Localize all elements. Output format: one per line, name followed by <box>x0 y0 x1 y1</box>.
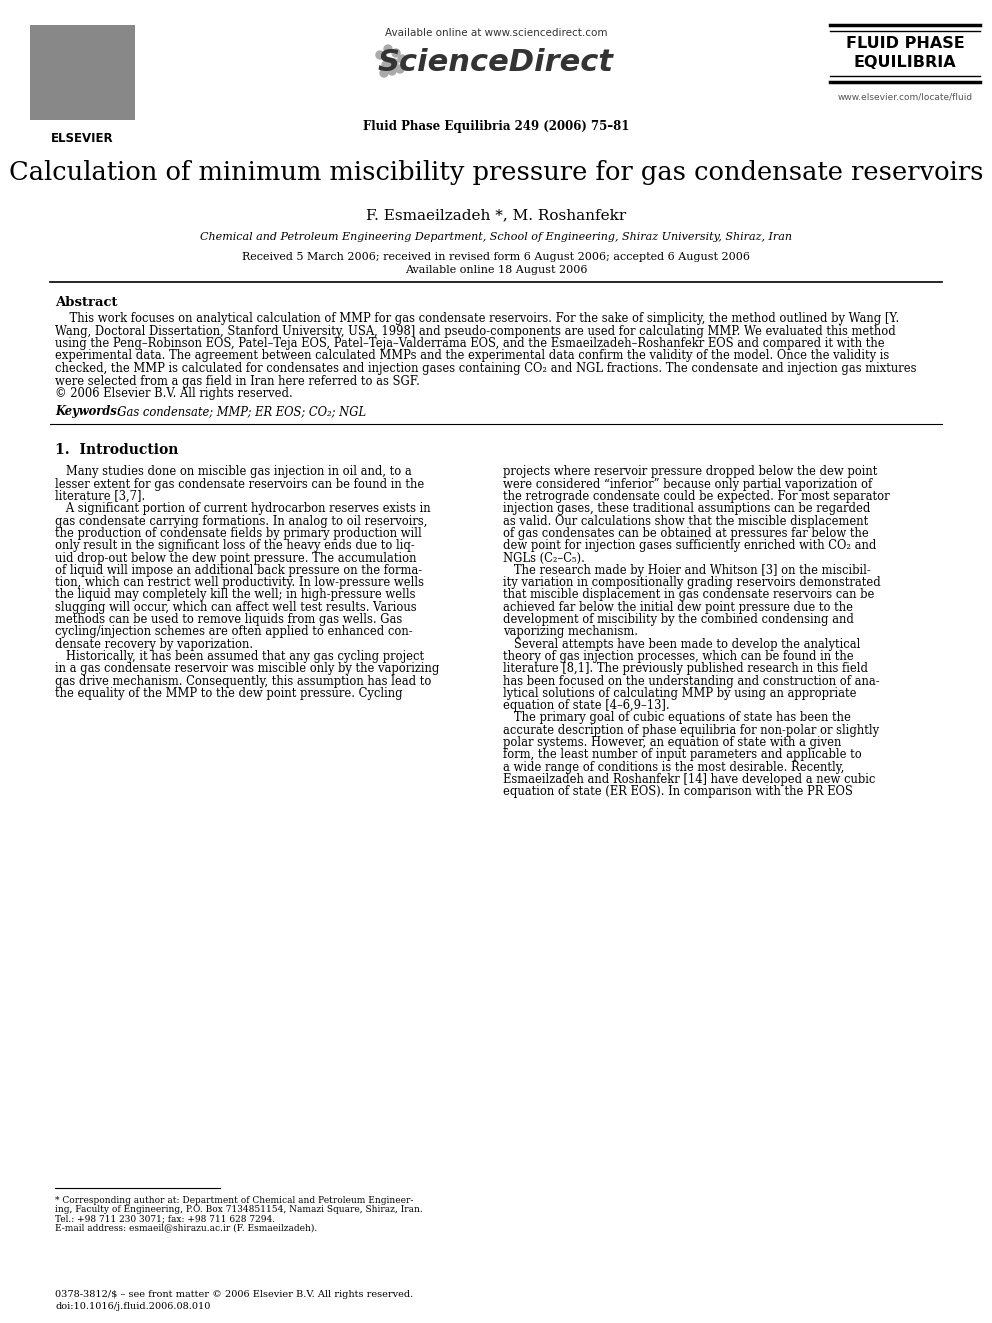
Text: www.elsevier.com/locate/fluid: www.elsevier.com/locate/fluid <box>837 93 972 101</box>
Text: Wang, Doctoral Dissertation, Stanford University, USA, 1998] and pseudo-componen: Wang, Doctoral Dissertation, Stanford Un… <box>55 324 896 337</box>
Text: Available online at www.sciencedirect.com: Available online at www.sciencedirect.co… <box>385 28 607 38</box>
Text: A significant portion of current hydrocarbon reserves exists in: A significant portion of current hydroca… <box>55 503 431 516</box>
Text: were selected from a gas field in Iran here referred to as SGF.: were selected from a gas field in Iran h… <box>55 374 420 388</box>
Text: the equality of the MMP to the dew point pressure. Cycling: the equality of the MMP to the dew point… <box>55 687 403 700</box>
Text: Chemical and Petroleum Engineering Department, School of Engineering, Shiraz Uni: Chemical and Petroleum Engineering Depar… <box>200 232 792 242</box>
Circle shape <box>390 60 398 67</box>
Text: © 2006 Elsevier B.V. All rights reserved.: © 2006 Elsevier B.V. All rights reserved… <box>55 388 293 400</box>
Text: Historically, it has been assumed that any gas cycling project: Historically, it has been assumed that a… <box>55 650 425 663</box>
Text: literature [8,1]. The previously published research in this field: literature [8,1]. The previously publish… <box>503 663 868 675</box>
Circle shape <box>396 65 404 73</box>
Text: development of miscibility by the combined condensing and: development of miscibility by the combin… <box>503 613 854 626</box>
Text: lytical solutions of calculating MMP by using an appropriate: lytical solutions of calculating MMP by … <box>503 687 856 700</box>
Text: Calculation of minimum miscibility pressure for gas condensate reservoirs: Calculation of minimum miscibility press… <box>9 160 983 185</box>
Text: a wide range of conditions is the most desirable. Recently,: a wide range of conditions is the most d… <box>503 761 844 774</box>
Text: the retrograde condensate could be expected. For most separator: the retrograde condensate could be expec… <box>503 490 890 503</box>
Text: NGLs (C₂–C₅).: NGLs (C₂–C₅). <box>503 552 585 565</box>
Text: the liquid may completely kill the well; in high-pressure wells: the liquid may completely kill the well;… <box>55 589 416 602</box>
Text: Several attempts have been made to develop the analytical: Several attempts have been made to devel… <box>503 638 860 651</box>
Text: This work focuses on analytical calculation of MMP for gas condensate reservoirs: This work focuses on analytical calculat… <box>55 312 900 325</box>
Text: lesser extent for gas condensate reservoirs can be found in the: lesser extent for gas condensate reservo… <box>55 478 425 491</box>
Text: ScienceDirect: ScienceDirect <box>378 48 614 77</box>
Text: ity variation in compositionally grading reservoirs demonstrated: ity variation in compositionally grading… <box>503 577 881 589</box>
Text: methods can be used to remove liquids from gas wells. Gas: methods can be used to remove liquids fr… <box>55 613 402 626</box>
Circle shape <box>392 49 400 57</box>
Text: of liquid will impose an additional back pressure on the forma-: of liquid will impose an additional back… <box>55 564 423 577</box>
Text: doi:10.1016/j.fluid.2006.08.010: doi:10.1016/j.fluid.2006.08.010 <box>55 1302 210 1311</box>
Text: dew point for injection gases sufficiently enriched with CO₂ and: dew point for injection gases sufficient… <box>503 540 876 552</box>
Text: only result in the significant loss of the heavy ends due to liq-: only result in the significant loss of t… <box>55 540 415 552</box>
Text: EQUILIBRIA: EQUILIBRIA <box>854 56 956 70</box>
Text: densate recovery by vaporization.: densate recovery by vaporization. <box>55 638 253 651</box>
Text: of gas condensates can be obtained at pressures far below the: of gas condensates can be obtained at pr… <box>503 527 869 540</box>
Text: literature [3,7].: literature [3,7]. <box>55 490 145 503</box>
Text: The primary goal of cubic equations of state has been the: The primary goal of cubic equations of s… <box>503 712 851 725</box>
Text: cycling/injection schemes are often applied to enhanced con-: cycling/injection schemes are often appl… <box>55 626 413 639</box>
Text: E-mail address: esmaeil@shirazu.ac.ir (F. Esmaeilzadeh).: E-mail address: esmaeil@shirazu.ac.ir (F… <box>55 1222 317 1232</box>
Text: gas condensate carrying formations. In analog to oil reservoirs,: gas condensate carrying formations. In a… <box>55 515 428 528</box>
Text: The research made by Hoier and Whitson [3] on the miscibil-: The research made by Hoier and Whitson [… <box>503 564 871 577</box>
Text: polar systems. However, an equation of state with a given: polar systems. However, an equation of s… <box>503 736 841 749</box>
Text: vaporizing mechanism.: vaporizing mechanism. <box>503 626 638 639</box>
Text: form, the least number of input parameters and applicable to: form, the least number of input paramete… <box>503 749 862 762</box>
Text: FLUID PHASE: FLUID PHASE <box>845 36 964 52</box>
Text: Fluid Phase Equilibria 249 (2006) 75–81: Fluid Phase Equilibria 249 (2006) 75–81 <box>363 120 629 134</box>
Text: 0378-3812/$ – see front matter © 2006 Elsevier B.V. All rights reserved.: 0378-3812/$ – see front matter © 2006 El… <box>55 1290 414 1299</box>
Text: ing, Faculty of Engineering, P.O. Box 7134851154, Namazi Square, Shiraz, Iran.: ing, Faculty of Engineering, P.O. Box 71… <box>55 1205 423 1215</box>
Text: * Corresponding author at: Department of Chemical and Petroleum Engineer-: * Corresponding author at: Department of… <box>55 1196 414 1205</box>
Text: equation of state (ER EOS). In comparison with the PR EOS: equation of state (ER EOS). In compariso… <box>503 786 853 798</box>
Text: F. Esmaeilzadeh *, M. Roshanfekr: F. Esmaeilzadeh *, M. Roshanfekr <box>366 208 626 222</box>
Text: tion, which can restrict well productivity. In low-pressure wells: tion, which can restrict well productivi… <box>55 577 424 589</box>
Text: theory of gas injection processes, which can be found in the: theory of gas injection processes, which… <box>503 650 854 663</box>
Text: Keywords:: Keywords: <box>55 406 121 418</box>
Text: Gas condensate; MMP; ER EOS; CO₂; NGL: Gas condensate; MMP; ER EOS; CO₂; NGL <box>110 406 366 418</box>
Text: projects where reservoir pressure dropped below the dew point: projects where reservoir pressure droppe… <box>503 466 877 479</box>
Text: were considered “inferior” because only partial vaporization of: were considered “inferior” because only … <box>503 478 872 491</box>
Text: gas drive mechanism. Consequently, this assumption has lead to: gas drive mechanism. Consequently, this … <box>55 675 432 688</box>
Text: that miscible displacement in gas condensate reservoirs can be: that miscible displacement in gas conden… <box>503 589 874 602</box>
Circle shape <box>398 56 406 64</box>
Text: using the Peng–Robinson EOS, Patel–Teja EOS, Patel–Teja–Valderrama EOS, and the : using the Peng–Robinson EOS, Patel–Teja … <box>55 337 885 351</box>
Text: Esmaeilzadeh and Roshanfekr [14] have developed a new cubic: Esmaeilzadeh and Roshanfekr [14] have de… <box>503 773 875 786</box>
Text: Abstract: Abstract <box>55 296 117 310</box>
Text: Tel.: +98 711 230 3071; fax: +98 711 628 7294.: Tel.: +98 711 230 3071; fax: +98 711 628… <box>55 1215 275 1222</box>
Text: achieved far below the initial dew point pressure due to the: achieved far below the initial dew point… <box>503 601 853 614</box>
Text: uid drop-out below the dew point pressure. The accumulation: uid drop-out below the dew point pressur… <box>55 552 417 565</box>
Circle shape <box>384 45 392 53</box>
Text: the production of condensate fields by primary production will: the production of condensate fields by p… <box>55 527 422 540</box>
Circle shape <box>376 52 384 60</box>
Text: as valid. Our calculations show that the miscible displacement: as valid. Our calculations show that the… <box>503 515 868 528</box>
Text: checked, the MMP is calculated for condensates and injection gases containing CO: checked, the MMP is calculated for conde… <box>55 363 917 374</box>
Text: Many studies done on miscible gas injection in oil and, to a: Many studies done on miscible gas inject… <box>55 466 412 479</box>
Text: equation of state [4–6,9–13].: equation of state [4–6,9–13]. <box>503 699 670 712</box>
Text: slugging will occur, which can affect well test results. Various: slugging will occur, which can affect we… <box>55 601 417 614</box>
Circle shape <box>382 61 390 69</box>
Text: has been focused on the understanding and construction of ana-: has been focused on the understanding an… <box>503 675 880 688</box>
Text: accurate description of phase equilibria for non-polar or slightly: accurate description of phase equilibria… <box>503 724 879 737</box>
Circle shape <box>380 69 388 77</box>
Text: injection gases, these traditional assumptions can be regarded: injection gases, these traditional assum… <box>503 503 870 516</box>
Bar <box>30 25 135 120</box>
Text: Available online 18 August 2006: Available online 18 August 2006 <box>405 265 587 275</box>
Text: in a gas condensate reservoir was miscible only by the vaporizing: in a gas condensate reservoir was miscib… <box>55 663 439 675</box>
Circle shape <box>388 67 396 75</box>
Text: Received 5 March 2006; received in revised form 6 August 2006; accepted 6 August: Received 5 March 2006; received in revis… <box>242 251 750 262</box>
Text: 1.  Introduction: 1. Introduction <box>55 443 179 458</box>
Text: experimental data. The agreement between calculated MMPs and the experimental da: experimental data. The agreement between… <box>55 349 889 363</box>
Text: ELSEVIER: ELSEVIER <box>52 132 114 146</box>
